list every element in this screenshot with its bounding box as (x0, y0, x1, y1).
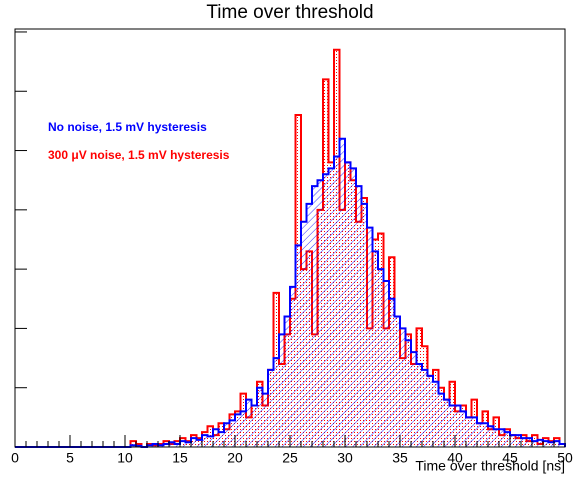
histogram-bar (378, 269, 384, 447)
histogram-bar (130, 441, 136, 447)
histogram-bar (334, 156, 340, 448)
histogram-bar (543, 441, 549, 447)
histogram-bar (444, 399, 450, 447)
histogram-bar (174, 444, 180, 447)
histogram-bar (224, 423, 230, 447)
legend-entry: No noise, 1.5 mV hysteresis (48, 120, 207, 134)
x-tick-label: 45 (502, 450, 518, 466)
histogram-outline (15, 137, 566, 448)
histogram-bar (240, 411, 246, 447)
histogram-bar (279, 334, 285, 447)
histogram-bar (493, 429, 499, 447)
histogram-bar (548, 442, 554, 447)
x-tick-label: 20 (227, 450, 243, 466)
histogram-bar (515, 435, 521, 447)
histogram-bar (427, 375, 433, 447)
histogram-bar (273, 358, 279, 447)
histogram-bar (510, 435, 516, 447)
histogram-bar (389, 298, 395, 447)
histogram-bar (185, 442, 191, 447)
histogram-bar (466, 417, 472, 447)
histogram-bar (323, 174, 329, 448)
x-tick-label: 50 (557, 450, 573, 466)
histogram-bar (559, 444, 565, 447)
histogram-bar (257, 387, 263, 447)
histogram-bar (400, 328, 406, 447)
x-tick-label: 5 (66, 450, 74, 466)
chart-title: Time over threshold (206, 2, 373, 23)
histogram-bar (405, 340, 411, 447)
histogram-bar (438, 393, 444, 447)
histogram-bar (191, 438, 197, 447)
histogram-bar (251, 405, 257, 447)
histogram-bar (394, 316, 400, 447)
histogram-bar (460, 411, 466, 447)
histogram-bar (477, 423, 483, 447)
histogram-bar (411, 352, 417, 447)
histogram-bar (295, 245, 301, 447)
histogram-bar (383, 280, 389, 447)
x-axis-label: Time over threshold [ns] (415, 458, 565, 474)
histogram-bar (235, 414, 241, 447)
histogram-bar (471, 417, 477, 447)
histogram-bar (218, 432, 224, 447)
histogram-bar (262, 393, 268, 447)
x-tick-label: 0 (11, 450, 19, 466)
histogram-bar (499, 429, 505, 447)
histogram-bar (361, 203, 367, 447)
histogram-bar (488, 426, 494, 447)
histogram-bar (328, 168, 334, 448)
histogram-bar (554, 441, 560, 447)
histogram-bar (482, 423, 488, 447)
histogram-bar (350, 168, 356, 448)
histogram-bar (372, 251, 378, 447)
histogram-bar (422, 369, 428, 447)
histogram-bar (449, 405, 455, 447)
histogram-bar (356, 186, 362, 448)
histogram-bar (339, 138, 345, 448)
histogram-bar (317, 180, 323, 448)
histogram-bar (290, 286, 296, 447)
histogram-bar (202, 435, 208, 447)
histogram-bar (152, 444, 158, 447)
histogram-bar (416, 363, 422, 447)
histogram-bar (169, 442, 175, 447)
histogram-bar (268, 369, 274, 447)
histogram-bar (367, 227, 373, 447)
histogram-bar (284, 316, 290, 447)
histogram-bar (504, 432, 510, 447)
histogram-bar (532, 441, 538, 447)
histogram-bar (229, 420, 235, 447)
histogram-bar (207, 436, 213, 447)
histogram-bar (180, 441, 186, 447)
histogram-bar (213, 429, 219, 447)
x-tick-label: 40 (447, 450, 463, 466)
histogram-bar (433, 381, 439, 447)
histogram-bar (537, 439, 543, 447)
histogram-bar (163, 444, 169, 447)
histogram-bar (312, 186, 318, 448)
histogram-bar (521, 438, 527, 447)
legend-entry: 300 μV noise, 1.5 mV hysteresis (48, 148, 230, 162)
histogram-bar (196, 439, 202, 447)
histogram-bar (306, 203, 312, 447)
x-tick-label: 15 (172, 450, 188, 466)
x-tick-label: 30 (337, 450, 353, 466)
histogram-bar (345, 162, 351, 448)
histogram-bar (246, 399, 252, 447)
x-tick-label: 10 (117, 450, 133, 466)
histogram-bar (526, 438, 532, 447)
x-tick-label: 25 (282, 450, 298, 466)
histogram-bar (455, 405, 461, 447)
histogram-bar (301, 221, 307, 447)
x-tick-label: 35 (392, 450, 408, 466)
